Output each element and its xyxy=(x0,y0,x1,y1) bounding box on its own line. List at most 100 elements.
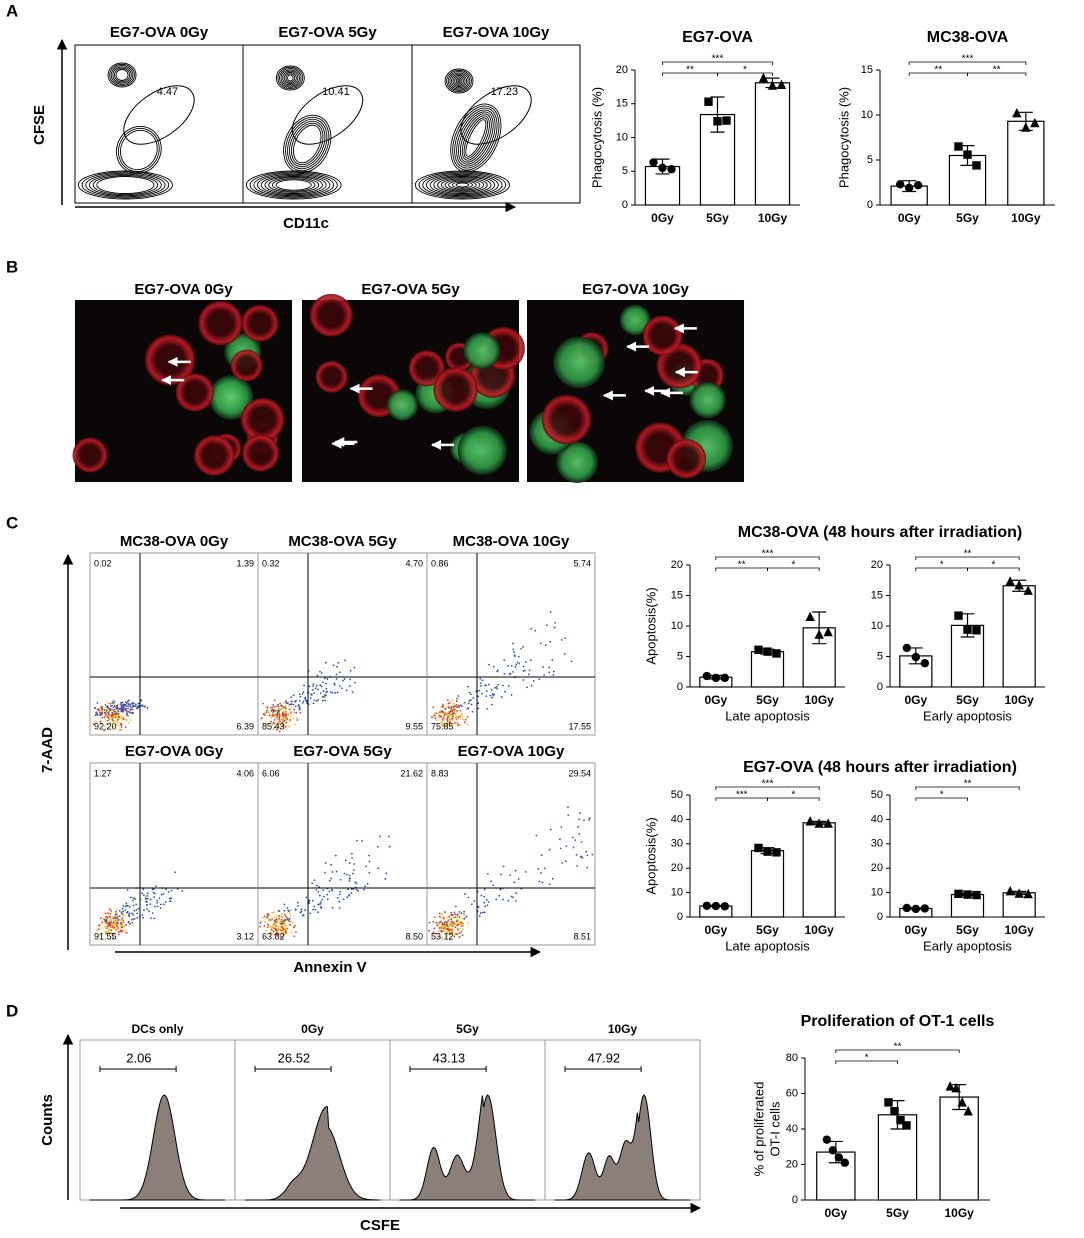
event xyxy=(107,728,109,731)
event xyxy=(450,710,452,713)
event xyxy=(471,710,474,713)
event xyxy=(264,920,266,923)
event xyxy=(444,921,446,923)
event xyxy=(455,933,458,935)
event xyxy=(101,921,104,924)
event xyxy=(104,704,107,706)
data-point xyxy=(904,183,914,193)
y-axis-label: CFSE xyxy=(31,105,48,145)
event xyxy=(273,726,276,729)
contour xyxy=(437,177,488,193)
x-tick-label: 0Gy xyxy=(824,1206,847,1220)
event xyxy=(435,712,438,715)
data-point xyxy=(720,673,730,683)
event xyxy=(283,719,286,722)
event xyxy=(321,695,324,698)
event xyxy=(103,729,106,732)
event xyxy=(127,920,130,923)
image-title: EG7-OVA 0Gy xyxy=(134,281,233,298)
contour xyxy=(461,115,490,161)
y-tick-label: 10 xyxy=(871,620,883,632)
contour xyxy=(257,173,331,197)
event xyxy=(588,817,591,820)
event xyxy=(356,839,359,842)
event xyxy=(442,703,444,706)
event xyxy=(117,721,120,724)
y-tick-label: 15 xyxy=(616,98,628,110)
contour xyxy=(457,78,461,84)
event xyxy=(105,920,108,922)
data-point xyxy=(945,1081,955,1091)
event xyxy=(132,711,135,714)
event xyxy=(262,916,264,919)
event xyxy=(446,699,449,702)
contour xyxy=(118,127,160,173)
event xyxy=(456,913,459,916)
contour xyxy=(109,63,135,87)
event xyxy=(578,818,581,821)
event xyxy=(446,927,449,930)
event xyxy=(132,904,135,907)
significance-bracket xyxy=(767,567,820,571)
event xyxy=(272,921,275,924)
significance-label: * xyxy=(743,65,747,76)
event xyxy=(335,673,338,676)
x-tick-label: 5Gy xyxy=(756,923,779,937)
event xyxy=(504,690,506,693)
event xyxy=(448,928,450,931)
event xyxy=(144,897,147,900)
event xyxy=(433,713,436,716)
event xyxy=(576,865,578,867)
event xyxy=(275,933,278,935)
event xyxy=(270,928,273,931)
chart-title: Proliferation of OT-1 cells xyxy=(801,1013,995,1030)
event xyxy=(481,679,484,682)
event xyxy=(115,907,118,910)
event xyxy=(277,933,280,936)
event xyxy=(315,684,318,687)
event xyxy=(159,903,162,906)
event xyxy=(340,687,343,690)
event xyxy=(538,678,541,681)
event xyxy=(112,937,115,940)
event xyxy=(146,895,149,897)
event xyxy=(456,697,458,700)
contours xyxy=(245,65,342,200)
contour xyxy=(450,103,502,173)
event xyxy=(295,931,297,934)
cell xyxy=(541,394,592,445)
cell xyxy=(433,367,478,412)
event xyxy=(103,708,106,711)
event xyxy=(260,717,263,720)
chart-title: MC38-OVA xyxy=(927,29,1009,46)
data-point xyxy=(1030,117,1040,128)
event xyxy=(317,890,320,893)
event xyxy=(114,928,116,930)
y-tick-label: 0 xyxy=(677,911,683,923)
event xyxy=(113,700,116,703)
x-tick-label: 10Gy xyxy=(1004,923,1034,937)
x-tick-label: 0Gy xyxy=(704,923,727,937)
event xyxy=(481,911,484,914)
event xyxy=(548,883,551,886)
event xyxy=(272,723,274,726)
event xyxy=(105,706,107,709)
event xyxy=(283,711,285,714)
contour xyxy=(463,117,489,159)
event xyxy=(468,691,471,694)
y-axis-label: OT-I cells xyxy=(767,1101,782,1156)
flow-plot-frame xyxy=(257,762,428,946)
event xyxy=(514,899,517,902)
event xyxy=(570,660,573,663)
data-point xyxy=(895,180,905,189)
event xyxy=(279,720,281,723)
data-point xyxy=(963,1106,973,1116)
event xyxy=(465,708,468,710)
event xyxy=(486,904,489,907)
event xyxy=(456,924,459,927)
event xyxy=(290,920,292,923)
data-point xyxy=(954,889,963,899)
data-point xyxy=(658,163,667,173)
x-tick-label: 10Gy xyxy=(804,693,834,707)
event xyxy=(445,706,448,709)
